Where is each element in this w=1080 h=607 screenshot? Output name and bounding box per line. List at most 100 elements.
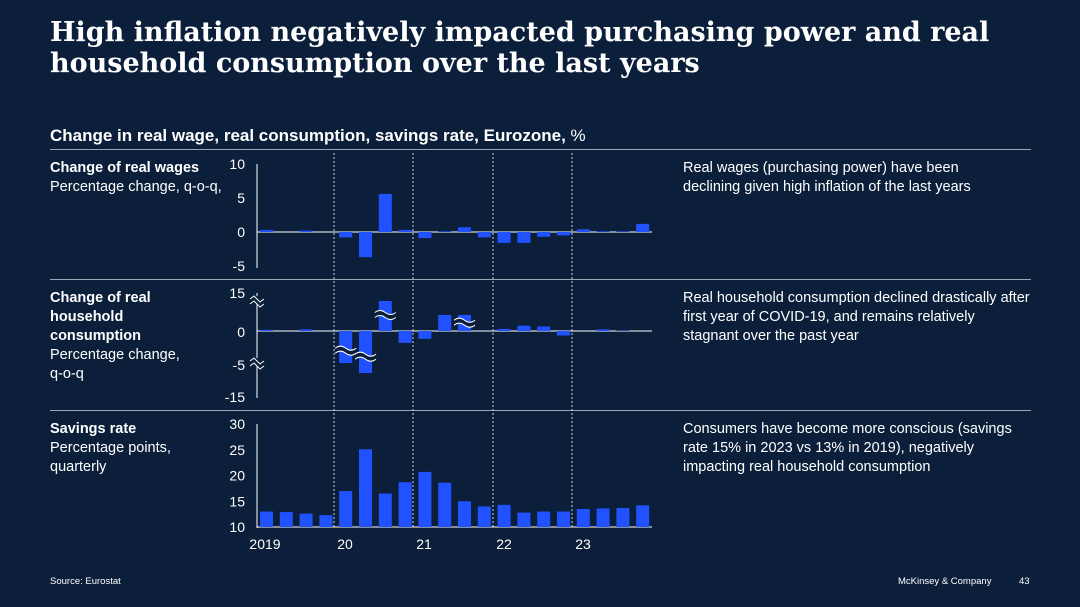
- wages-bar: [596, 231, 610, 232]
- wages-bar: [359, 232, 372, 258]
- page-title: High inflation negatively impacted purch…: [50, 17, 990, 79]
- wages-bar: [616, 231, 630, 232]
- source-note: Source: Eurostat: [50, 576, 121, 587]
- axis-break-gap-2: [249, 358, 265, 366]
- savings-bar: [279, 512, 293, 527]
- savings-bar: [477, 506, 491, 527]
- consumption-y-tick: -15: [225, 389, 245, 405]
- panel-label-savings: Savings rate Percentage points, quarterl…: [50, 420, 210, 477]
- axis-break-gap-1: [249, 296, 265, 304]
- savings-bar: [418, 471, 432, 527]
- savings-bar: [378, 493, 392, 527]
- wages-bar: [497, 232, 511, 243]
- bar-break-mark: [374, 315, 397, 320]
- savings-bar: [497, 504, 511, 527]
- chart-subtitle: Change in real wage, real consumption, s…: [50, 126, 586, 146]
- consumption-bar: [260, 329, 273, 331]
- savings-label-bold: Savings rate: [50, 421, 137, 437]
- consumption-y-tick: 0: [237, 324, 245, 340]
- wages-bar: [557, 232, 570, 236]
- x-axis-year-label: 21: [416, 536, 432, 552]
- savings-bar: [517, 512, 531, 527]
- bar-break-mark: [354, 351, 377, 357]
- bar-break-gap: [454, 318, 475, 328]
- wages-bar: [636, 223, 650, 232]
- subtitle-unit: %: [565, 126, 586, 145]
- wages-bar: [537, 232, 551, 237]
- wages-bar: [576, 229, 590, 232]
- wages-bar: [260, 229, 273, 232]
- savings-bar: [359, 449, 372, 527]
- wages-y-tick: 5: [237, 190, 245, 206]
- wages-bar: [438, 231, 452, 232]
- savings-bar: [458, 501, 471, 527]
- consumption-bar: [557, 331, 570, 336]
- savings-bar: [299, 513, 313, 527]
- wages-label-bold: Change of real wages: [50, 160, 200, 176]
- wages-label-normal: Percentage change, q-o-q,: [50, 179, 222, 195]
- bar-break-mark: [374, 310, 397, 315]
- consumption-bar: [537, 326, 551, 331]
- subtitle-main: Change in real wage, real consumption, s…: [50, 126, 566, 145]
- consumption-bar: [517, 325, 531, 331]
- wages-y-tick: 10: [229, 156, 245, 172]
- savings-y-tick: 20: [229, 468, 245, 484]
- wages-bar: [299, 230, 313, 232]
- savings-y-tick: 25: [229, 442, 245, 458]
- divider-2: [50, 410, 1031, 411]
- savings-bar: [557, 511, 570, 527]
- brand-name: McKinsey & Company: [898, 576, 992, 587]
- x-axis-year-label: 20: [337, 536, 353, 552]
- axis-break-mark: [249, 357, 265, 365]
- savings-bar: [339, 490, 353, 527]
- wages-bar: [378, 193, 392, 232]
- savings-bar: [398, 482, 412, 527]
- consumption-bar: [398, 331, 412, 343]
- divider-1: [50, 279, 1031, 280]
- consumption-bar: [418, 331, 432, 339]
- consumption-label-normal: Percentage change, q-o-q: [50, 347, 180, 382]
- note-savings: Consumers have become more conscious (sa…: [683, 421, 1012, 475]
- axis-break-mark: [249, 362, 265, 370]
- savings-y-tick: 10: [229, 519, 245, 535]
- divider-top: [50, 149, 1031, 150]
- bar-break-mark: [334, 345, 357, 351]
- savings-bar: [438, 482, 452, 527]
- x-axis-year-label: 2019: [249, 536, 280, 552]
- bar-break-gap: [374, 310, 396, 320]
- savings-y-tick: 30: [229, 416, 245, 432]
- x-axis-year-label: 23: [575, 536, 591, 552]
- wages-bar: [339, 232, 353, 238]
- consumption-y-tick: 15: [229, 285, 245, 301]
- wages-bar: [517, 232, 531, 243]
- bar-break-mark: [453, 317, 476, 323]
- savings-bar: [616, 507, 630, 527]
- consumption-bar: [596, 329, 610, 331]
- bar-break-mark: [354, 356, 377, 362]
- savings-y-tick: 15: [229, 493, 245, 509]
- note-wages: Real wages (purchasing power) have been …: [683, 160, 971, 195]
- bar-break-mark: [453, 322, 476, 328]
- panel-label-consumption: Change of real household consumption Per…: [50, 289, 190, 384]
- consumption-bar: [497, 328, 511, 331]
- consumption-label-bold: Change of real household consumption: [50, 290, 151, 344]
- consumption-bar: [299, 329, 313, 331]
- bar-break-mark: [334, 350, 357, 356]
- wages-bar: [477, 232, 491, 238]
- wages-bar: [458, 227, 471, 232]
- x-axis-year-label: 22: [496, 536, 512, 552]
- bar-break-gap: [355, 352, 376, 362]
- bar-break-gap: [335, 346, 357, 356]
- wages-bar: [418, 232, 432, 239]
- consumption-y-tick: -5: [233, 357, 246, 373]
- wages-y-tick: 0: [237, 224, 245, 240]
- savings-bar: [319, 515, 333, 527]
- savings-bar: [260, 511, 273, 527]
- consumption-bar: [438, 315, 452, 331]
- note-consumption: Real household consumption declined dras…: [683, 290, 1030, 344]
- axis-break-mark: [249, 300, 265, 308]
- savings-bar: [596, 508, 610, 527]
- panel-label-wages: Change of real wages Percentage change, …: [50, 159, 230, 197]
- savings-bar: [576, 508, 590, 527]
